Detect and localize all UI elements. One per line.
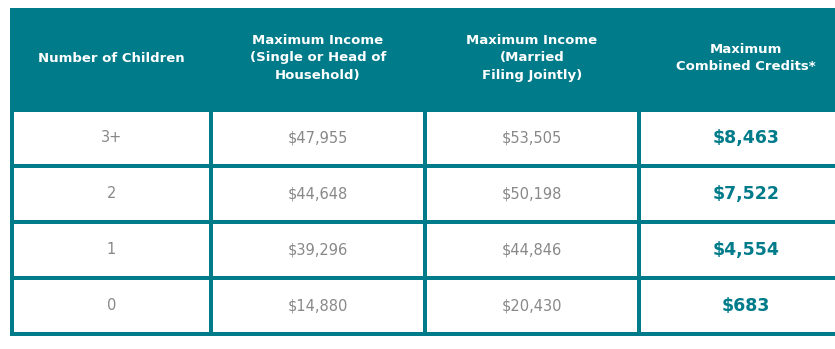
Text: $20,430: $20,430 bbox=[502, 298, 562, 313]
Text: $44,846: $44,846 bbox=[502, 243, 562, 258]
Text: $44,648: $44,648 bbox=[288, 186, 348, 201]
Text: $47,955: $47,955 bbox=[288, 131, 348, 146]
Text: Maximum Income
(Single or Head of
Household): Maximum Income (Single or Head of Househ… bbox=[250, 35, 386, 82]
Bar bbox=[427, 280, 637, 332]
Text: $14,880: $14,880 bbox=[288, 298, 348, 313]
Text: 0: 0 bbox=[107, 298, 116, 313]
Bar bbox=[641, 224, 835, 276]
Bar bbox=[427, 112, 637, 164]
Text: Number of Children: Number of Children bbox=[38, 52, 185, 65]
Bar bbox=[641, 168, 835, 220]
Bar bbox=[10, 108, 835, 336]
Text: $39,296: $39,296 bbox=[288, 243, 348, 258]
Text: 3+: 3+ bbox=[101, 131, 122, 146]
Bar bbox=[213, 224, 423, 276]
Text: $4,554: $4,554 bbox=[712, 241, 779, 259]
Bar bbox=[427, 168, 637, 220]
Text: 1: 1 bbox=[107, 243, 116, 258]
Bar bbox=[14, 168, 209, 220]
Bar bbox=[641, 280, 835, 332]
Text: Maximum
Combined Credits*: Maximum Combined Credits* bbox=[676, 43, 816, 73]
Text: $7,522: $7,522 bbox=[712, 185, 780, 203]
Bar bbox=[213, 280, 423, 332]
Bar bbox=[213, 168, 423, 220]
Bar bbox=[10, 8, 835, 108]
Bar bbox=[641, 112, 835, 164]
Bar bbox=[213, 112, 423, 164]
Text: $8,463: $8,463 bbox=[712, 129, 779, 147]
Bar bbox=[14, 112, 209, 164]
Bar bbox=[14, 224, 209, 276]
Bar bbox=[14, 280, 209, 332]
Text: $683: $683 bbox=[721, 297, 770, 315]
Text: $53,505: $53,505 bbox=[502, 131, 562, 146]
Text: Maximum Income
(Married
Filing Jointly): Maximum Income (Married Filing Jointly) bbox=[467, 35, 598, 82]
Text: $50,198: $50,198 bbox=[502, 186, 562, 201]
Text: 2: 2 bbox=[107, 186, 116, 201]
Bar bbox=[427, 224, 637, 276]
